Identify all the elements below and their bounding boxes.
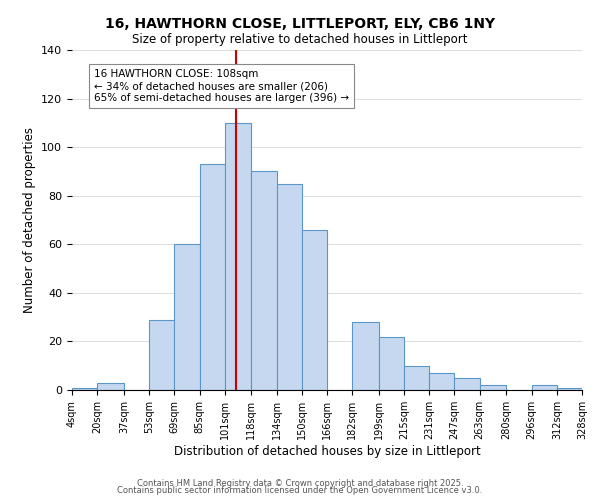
Bar [149, 320, 175, 390]
Text: Size of property relative to detached houses in Littleport: Size of property relative to detached ho… [132, 32, 468, 46]
Text: Contains public sector information licensed under the Open Government Licence v3: Contains public sector information licen… [118, 486, 482, 495]
Text: 16 HAWTHORN CLOSE: 108sqm
← 34% of detached houses are smaller (206)
65% of semi: 16 HAWTHORN CLOSE: 108sqm ← 34% of detac… [94, 70, 349, 102]
Bar [430, 373, 455, 390]
Bar [224, 123, 251, 390]
Bar [352, 322, 379, 390]
Bar [199, 164, 224, 390]
Bar [251, 172, 277, 390]
Bar [72, 388, 97, 390]
Text: Contains HM Land Registry data © Crown copyright and database right 2025.: Contains HM Land Registry data © Crown c… [137, 478, 463, 488]
Bar [455, 378, 479, 390]
Bar [97, 382, 124, 390]
Bar [404, 366, 430, 390]
Text: 16, HAWTHORN CLOSE, LITTLEPORT, ELY, CB6 1NY: 16, HAWTHORN CLOSE, LITTLEPORT, ELY, CB6… [105, 18, 495, 32]
X-axis label: Distribution of detached houses by size in Littleport: Distribution of detached houses by size … [173, 444, 481, 458]
Bar [277, 184, 302, 390]
Bar [532, 385, 557, 390]
Bar [302, 230, 327, 390]
Bar [557, 388, 582, 390]
Bar [175, 244, 199, 390]
Bar [379, 336, 404, 390]
Y-axis label: Number of detached properties: Number of detached properties [23, 127, 35, 313]
Bar [479, 385, 506, 390]
